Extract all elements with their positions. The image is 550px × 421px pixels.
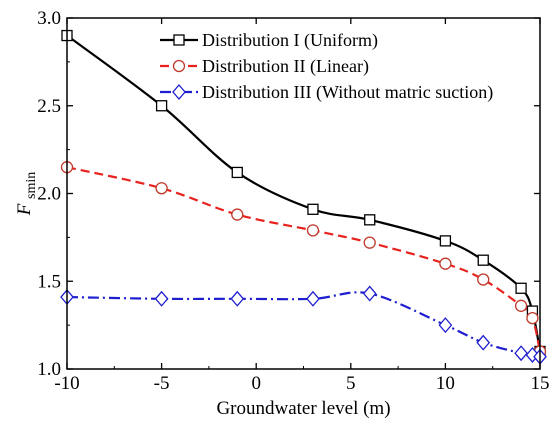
series-2-point xyxy=(526,311,539,325)
series-1-point xyxy=(231,166,243,179)
series-1-point xyxy=(439,235,452,247)
series-2-point xyxy=(514,299,528,312)
legend-label: Distribution I (Uniform) xyxy=(202,30,378,51)
series-3-point xyxy=(438,317,453,334)
series-1-point xyxy=(307,203,319,215)
series-2-point xyxy=(439,257,452,270)
x-tick-label: -5 xyxy=(154,373,170,394)
series-1-point xyxy=(155,100,168,112)
legend-label: Distribution III (Without matric suction… xyxy=(202,82,493,103)
x-tick-label: 10 xyxy=(436,373,455,394)
x-tick-label: -10 xyxy=(54,373,79,394)
x-axis-title: Groundwater level (m) xyxy=(216,398,390,419)
series-3-point xyxy=(362,285,377,302)
series-1-point xyxy=(477,254,489,266)
y-tick-label: 2.5 xyxy=(37,96,61,117)
series-2-point xyxy=(231,208,244,221)
series-2-point xyxy=(363,236,376,249)
legend: Distribution I (Uniform) Distribution II … xyxy=(160,30,493,103)
legend-label: Distribution II (Linear) xyxy=(202,56,369,77)
series-3-point xyxy=(230,290,245,307)
y-tick-label: 1.5 xyxy=(37,271,61,292)
y-tick-label: 1.0 xyxy=(37,359,61,380)
series-2-point xyxy=(477,273,490,286)
y-axis-title-subscript: smin xyxy=(24,172,39,199)
series-1-point xyxy=(515,282,527,294)
series-3-point xyxy=(476,334,491,351)
series-2-point xyxy=(306,224,320,237)
series-3-point xyxy=(514,345,528,362)
legend-swatch-marker xyxy=(172,59,186,73)
plot-layer xyxy=(60,29,547,365)
y-axis-title: F smin xyxy=(14,172,39,217)
series-3-point xyxy=(306,290,320,307)
axes-layer: -10 -5 0 5 10 15 1.0 1.5 2.0 2.5 3.0 xyxy=(37,8,549,394)
series-1-point xyxy=(364,214,376,226)
x-tick-label: 15 xyxy=(531,373,550,394)
series-2-point xyxy=(155,182,168,195)
legend-swatch-marker xyxy=(172,84,186,100)
y-tick-label: 2.0 xyxy=(37,184,61,205)
legend-swatch-marker xyxy=(173,34,185,46)
y-tick-label: 3.0 xyxy=(37,8,61,29)
x-tick-label: 5 xyxy=(346,373,356,394)
series-3-point xyxy=(154,290,169,307)
y-axis-title-main: F xyxy=(14,203,35,216)
x-tick-label: 0 xyxy=(251,373,261,394)
